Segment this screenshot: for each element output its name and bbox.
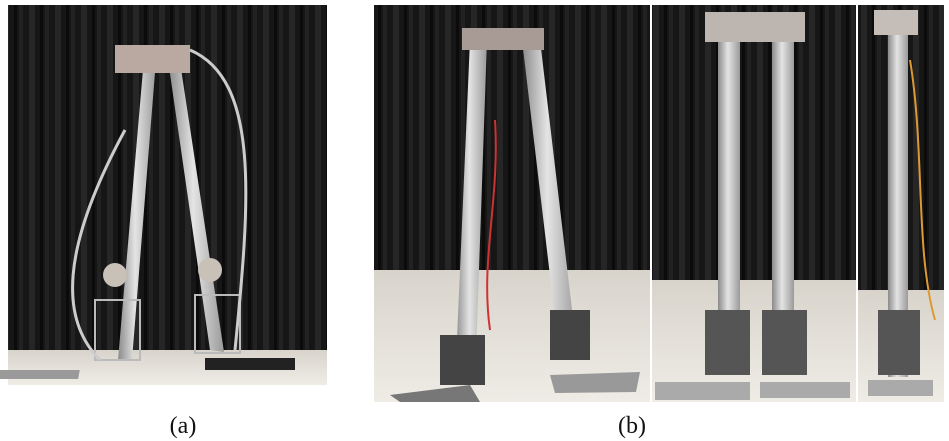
- figure: (a) (b): [0, 0, 949, 441]
- photo-b-right: [858, 5, 944, 402]
- photo-b-middle: [652, 5, 856, 402]
- caption: (a): [170, 413, 197, 439]
- photo-a: [0, 5, 327, 385]
- photo-b-left: [374, 5, 650, 402]
- caption: (b): [618, 413, 646, 439]
